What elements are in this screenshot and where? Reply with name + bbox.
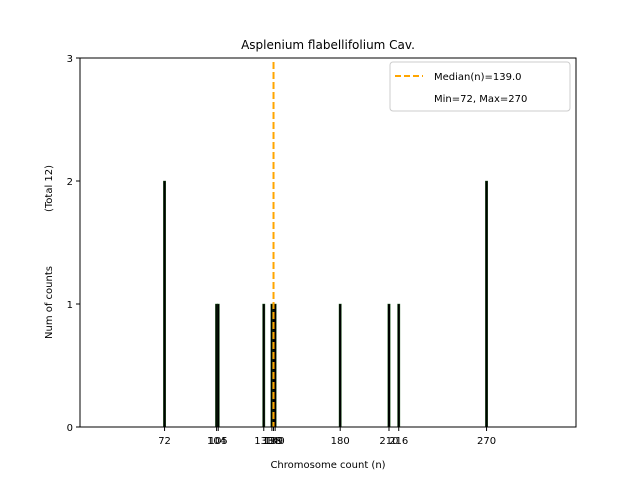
legend: Median(n)=139.0 Min=72, Max=270 — [389, 61, 571, 112]
bar-210 — [387, 303, 391, 428]
y-tick-label-3: 3 — [67, 54, 73, 65]
legend-entry-median: Median(n)=139.0 — [434, 72, 522, 83]
x-tick-label-180: 180 — [331, 436, 350, 447]
x-tick-label-139: 139 — [264, 436, 283, 447]
x-tick-label-72: 72 — [158, 436, 171, 447]
y-tick-label-0: 0 — [67, 423, 73, 434]
x-tick-label-105: 105 — [209, 436, 228, 447]
y-axis-label-total: (Total 12) — [44, 165, 55, 212]
bar-105 — [216, 303, 220, 428]
legend-box — [389, 61, 571, 112]
chart-title: Asplenium flabellifolium Cav. — [241, 38, 415, 52]
x-tick-label-270: 270 — [477, 436, 496, 447]
y-axis-label: Num of counts — [44, 266, 55, 339]
x-tick-label-216: 216 — [389, 436, 408, 447]
bar-216 — [397, 303, 401, 428]
bars-group — [163, 180, 488, 428]
x-tick-label-140: 140 — [266, 436, 285, 447]
y-tick-label-1: 1 — [67, 300, 73, 311]
x-tick-label-104: 104 — [207, 436, 226, 447]
y-tick-label-2: 2 — [67, 177, 73, 188]
y-axis: 0 1 2 3 — [67, 54, 80, 434]
bar-270 — [485, 180, 488, 428]
x-tick-label-210: 210 — [379, 436, 398, 447]
legend-entry-minmax: Min=72, Max=270 — [434, 94, 527, 105]
x-tick-label-133: 133 — [254, 436, 273, 447]
bar-133 — [262, 303, 266, 428]
x-tick-label-138: 138 — [262, 436, 281, 447]
bar-72 — [163, 180, 166, 428]
bar-180 — [338, 303, 342, 428]
x-axis-label: Chromosome count (n) — [270, 460, 385, 471]
plot-frame — [79, 57, 577, 428]
